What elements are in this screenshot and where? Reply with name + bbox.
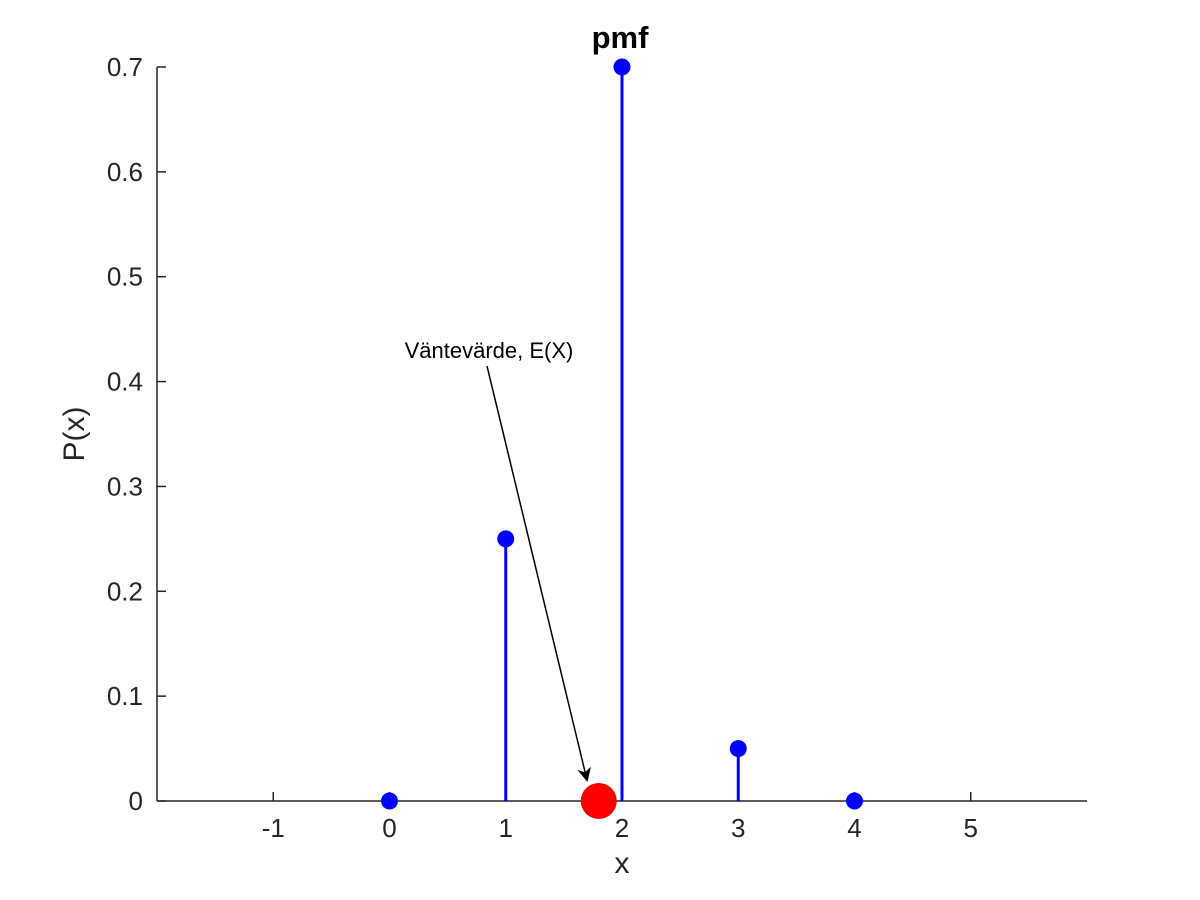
- x-tick-label: 2: [615, 813, 629, 843]
- x-axis-label: x: [615, 847, 630, 880]
- x-tick-label: 1: [499, 813, 513, 843]
- expected-value-marker: [580, 783, 617, 819]
- x-ticks: -1 0 1 2 3 4 5: [262, 792, 978, 843]
- x-tick-label: 4: [847, 813, 861, 843]
- x-tick-label: -1: [262, 813, 285, 843]
- x-tick-label: 3: [731, 813, 745, 843]
- y-tick-label: 0.7: [107, 52, 143, 82]
- x-tick-label: 0: [382, 813, 396, 843]
- stem-point: [846, 792, 863, 810]
- stem-point: [729, 740, 747, 758]
- stem-point: [613, 58, 631, 76]
- stem-point: [497, 530, 515, 548]
- expected-value-annotation: Väntevärde, E(X): [405, 338, 574, 363]
- stem-point: [381, 792, 398, 810]
- stem-series: [381, 58, 863, 810]
- y-tick-label: 0.2: [107, 576, 143, 606]
- y-tick-label: 0: [129, 786, 143, 816]
- y-tick-label: 0.1: [107, 681, 143, 711]
- x-tick-label: 5: [964, 813, 978, 843]
- y-ticks: 0 0.1 0.2 0.3 0.4 0.5 0.6 0.7: [107, 52, 166, 816]
- y-axis-label: P(x): [58, 407, 91, 462]
- y-tick-label: 0.6: [107, 157, 143, 187]
- y-tick-label: 0.4: [107, 367, 143, 397]
- y-tick-label: 0.5: [107, 262, 143, 292]
- y-tick-label: 0.3: [107, 471, 143, 501]
- expected-value-arrow: [486, 365, 591, 782]
- chart-title: pmf: [592, 20, 650, 55]
